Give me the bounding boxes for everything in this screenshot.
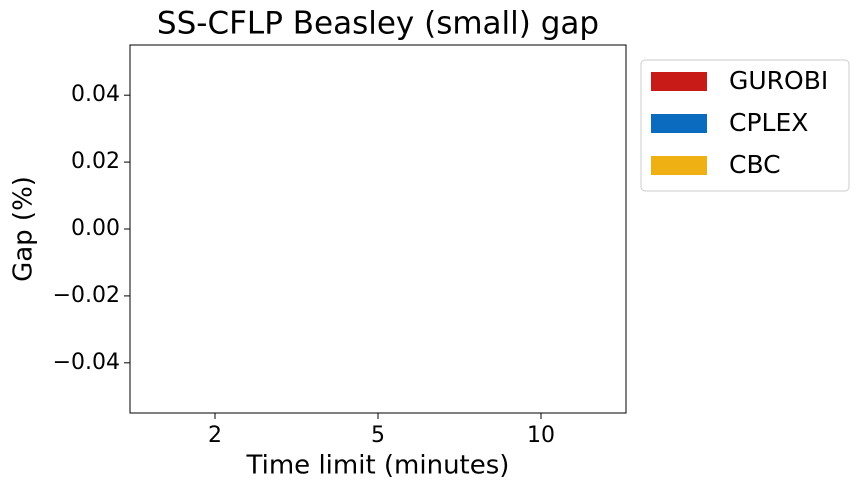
- legend-label: GUROBI: [729, 66, 828, 95]
- y-tick-label: 0.00: [71, 216, 120, 241]
- legend-swatch: [651, 156, 707, 175]
- x-tick-label: 10: [527, 423, 555, 448]
- x-axis-label: Time limit (minutes): [246, 451, 510, 481]
- y-tick-label: −0.02: [53, 283, 120, 308]
- y-tick-label: −0.04: [53, 350, 120, 375]
- y-tick-label: 0.02: [71, 149, 120, 174]
- legend-swatch: [651, 72, 707, 91]
- chart-title: SS-CFLP Beasley (small) gap: [157, 6, 599, 42]
- x-tick-label: 2: [208, 423, 222, 448]
- legend-label: CPLEX: [729, 108, 808, 137]
- legend-label: CBC: [729, 150, 781, 179]
- legend-swatch: [651, 114, 707, 133]
- y-axis-label: Gap (%): [9, 176, 39, 282]
- x-tick-label: 5: [371, 423, 385, 448]
- y-tick-label: 0.04: [71, 82, 120, 107]
- plot-frame: [129, 44, 627, 414]
